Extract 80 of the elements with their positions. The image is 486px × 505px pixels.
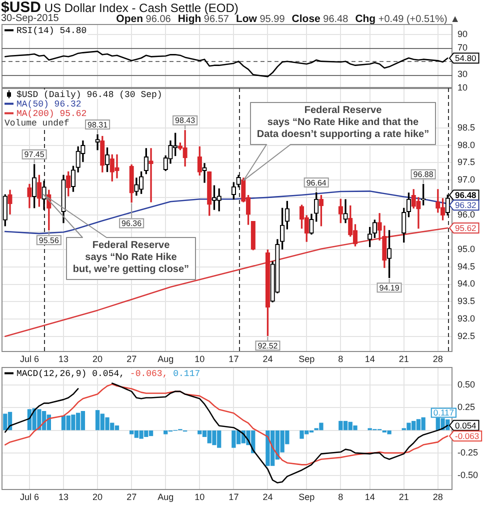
candlestick xyxy=(202,163,207,183)
x-tick-label: 20 xyxy=(92,354,103,364)
y-tick-label: 94.0 xyxy=(458,278,476,289)
y-tick-label: 92.5 xyxy=(458,330,476,341)
y-tick-label: 95.0 xyxy=(458,244,476,254)
x-tick-label: 13 xyxy=(58,492,69,502)
annotation: Federal Reserve says “No Rate Hike but, we’re getting close” xyxy=(72,240,190,276)
annotation: Chg +0.49 (+0.51%) ▲ xyxy=(355,13,460,25)
text: 0.117 xyxy=(168,369,200,380)
text: 98.43 xyxy=(175,116,196,126)
x-tick-label: 8 xyxy=(338,492,344,502)
x-tick-label: 27 xyxy=(126,354,137,364)
x-tick-label: Sep xyxy=(298,354,315,364)
x-tick-label: 13 xyxy=(58,354,69,364)
x-tick-label: Jul 6 xyxy=(20,492,39,502)
text: 96.36 xyxy=(122,218,142,228)
data-label: 96.32 xyxy=(455,200,477,210)
x-tick-label: 17 xyxy=(228,354,239,364)
y-tick-label: 93.0 xyxy=(458,313,476,324)
x-tick-label: Aug xyxy=(158,354,174,364)
y-tick-label: 93.5 xyxy=(458,296,476,306)
text: 94.19 xyxy=(379,283,400,292)
text: 96.64 xyxy=(306,178,326,188)
y-tick-label: 70 xyxy=(458,42,468,52)
y-tick-label: 30 xyxy=(458,69,468,80)
text: 96.48 xyxy=(455,190,476,200)
legend-label: MACD(12,26,9) 0.054, xyxy=(16,369,125,380)
x-tick-label: 17 xyxy=(228,492,239,502)
x-tick-label: 28 xyxy=(432,354,443,364)
x-tick-label: Sep xyxy=(298,492,315,502)
x-tick-label: Aug xyxy=(158,492,174,502)
x-tick-label: 8 xyxy=(338,354,344,364)
text: 97.45 xyxy=(24,150,44,160)
annotation: High 96.57 xyxy=(178,13,229,25)
data-label: 54.80 xyxy=(455,52,477,63)
annotation: Volume undef xyxy=(4,118,70,129)
data-label: 95.62 xyxy=(455,222,477,233)
candlestick xyxy=(95,134,100,150)
legend-label: $USD (Daily) 96.48 (30 Sep) xyxy=(16,90,162,100)
x-tick-label: 21 xyxy=(398,492,409,502)
annotation: Federal Reserve says “No Rate Hike and that the Data doesn’t supporting a rate hike” xyxy=(256,105,430,141)
y-tick-label: 0.50 xyxy=(458,380,476,390)
data-label: 0.117 xyxy=(433,408,454,418)
y-tick-label: -0.50 xyxy=(458,470,478,480)
x-tick-label: 14 xyxy=(364,492,375,502)
y-tick-label: -0.25 xyxy=(458,447,478,458)
x-tick-label: Jul 6 xyxy=(20,354,39,364)
series-label: -0.063, xyxy=(124,369,168,380)
legend-label: MA(200) 95.62 xyxy=(16,109,87,120)
x-tick-label: 10 xyxy=(194,354,205,364)
data-label: -0.063 xyxy=(455,430,480,441)
y-tick-label: 0.25 xyxy=(458,402,476,412)
text: 96.88 xyxy=(413,170,434,179)
x-tick-label: 10 xyxy=(194,492,205,502)
x-tick-label: 28 xyxy=(432,492,443,502)
y-tick-label: 98.0 xyxy=(458,140,476,150)
data-label: 0.054 xyxy=(455,420,477,430)
text: 30-Sep-2015 xyxy=(1,13,59,24)
text: 92.52 xyxy=(258,341,278,350)
annotation: Low 95.99 xyxy=(236,13,285,25)
legend-label: MA(50) 96.32 xyxy=(16,100,82,110)
y-tick-label: 97.0 xyxy=(458,174,476,185)
y-tick-label: 96.0 xyxy=(458,209,476,220)
y-tick-label: 98.5 xyxy=(458,122,476,132)
y-tick-label: 94.5 xyxy=(458,261,476,272)
x-tick-label: 24 xyxy=(262,354,273,364)
x-tick-label: 14 xyxy=(364,354,375,364)
y-tick-label: 97.5 xyxy=(458,157,476,168)
y-tick-label: 90 xyxy=(458,29,468,40)
legend-label: RSI(14) 54.80 xyxy=(16,26,87,36)
x-tick-label: 24 xyxy=(262,492,273,502)
x-tick-label: 27 xyxy=(126,492,137,502)
text: 95.56 xyxy=(38,236,59,245)
candlestick xyxy=(148,148,154,202)
annotation: Open 96.06 xyxy=(116,13,171,25)
annotation: Close 96.48 xyxy=(292,13,348,25)
x-tick-label: 21 xyxy=(398,354,409,364)
x-tick-label: 20 xyxy=(92,492,103,502)
y-tick-label: 10 xyxy=(458,82,468,92)
text: 98.31 xyxy=(88,120,108,130)
